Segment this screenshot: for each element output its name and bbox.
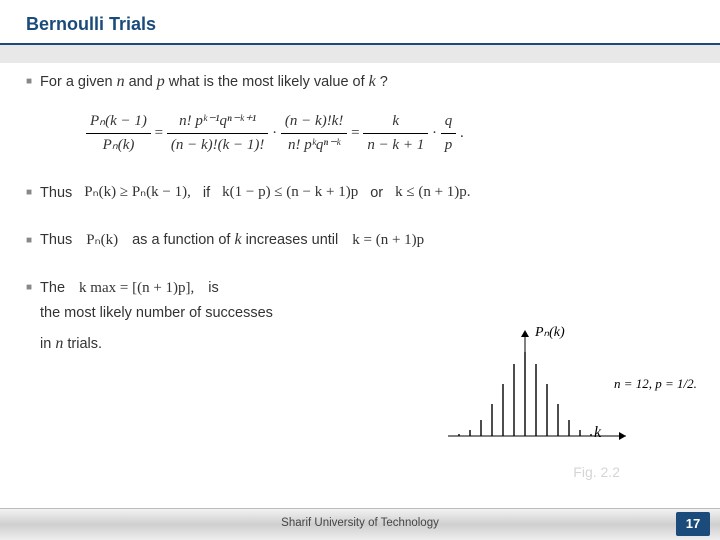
text: The (40, 278, 65, 298)
eq-num: k (363, 111, 428, 134)
subtitle-strip (0, 45, 720, 63)
var-n: n (117, 71, 125, 93)
figure-caption: Fig. 2.2 (573, 464, 620, 480)
var-k: k (369, 71, 376, 93)
slide-title: Bernoulli Trials (0, 0, 720, 45)
var-n: n (55, 335, 63, 352)
ratio-equation: Pₙ(k − 1)Pₙ(k) = n! pᵏ⁻¹qⁿ⁻ᵏ⁺¹(n − k)!(k… (86, 111, 694, 156)
text: Thus (40, 230, 72, 250)
eq-ineq2: k(1 − p) ≤ (n − k + 1)p (222, 182, 358, 203)
eq-den: n! pᵏqⁿ⁻ᵏ (281, 134, 347, 156)
pmf-chart: Pₙ(k) k n = 12, p = 1/2. (430, 328, 690, 458)
text-if: if (203, 183, 210, 203)
footer-text: Sharif University of Technology (281, 517, 439, 529)
slide-footer: Sharif University of Technology 17 (0, 508, 720, 540)
eq-keq: k = (n + 1)p (352, 230, 424, 251)
eq-num: n! pᵏ⁻¹qⁿ⁻ᵏ⁺¹ (167, 111, 269, 134)
eq-dot: · (272, 125, 281, 141)
chart-svg (430, 328, 690, 458)
page-number-badge: 17 (676, 512, 710, 536)
eq-sign: = (155, 125, 167, 141)
eq-dot: · (432, 125, 441, 141)
text: and (129, 72, 153, 92)
slide-content: ■ For a given n and p what is the most l… (0, 63, 720, 355)
text: what is the most likely value of (169, 72, 365, 92)
var-p: p (157, 71, 165, 93)
bullet-icon: ■ (26, 234, 32, 248)
bullet-3: ■ Thus Pₙ(k) as a function of k increase… (26, 229, 694, 251)
bullet-icon: ■ (26, 186, 32, 200)
var-k: k (234, 229, 241, 251)
chart-ylabel: Pₙ(k) (535, 324, 565, 341)
chart-params: n = 12, p = 1/2. (614, 376, 697, 392)
text: increases until (246, 230, 339, 250)
text: in (40, 336, 55, 352)
text: ? (380, 72, 388, 92)
bullet-icon: ■ (26, 281, 32, 295)
eq-den: Pₙ(k) (86, 134, 151, 156)
eq-ineq3: k ≤ (n + 1)p. (395, 182, 470, 203)
bullet-2: ■ Thus Pₙ(k) ≥ Pₙ(k − 1), if k(1 − p) ≤ … (26, 182, 694, 203)
eq-kmax: k max = [(n + 1)p], (79, 278, 194, 299)
bullet-1: ■ For a given n and p what is the most l… (26, 71, 694, 93)
eq-den: p (441, 134, 457, 156)
eq-ineq1: Pₙ(k) ≥ Pₙ(k − 1), (84, 182, 191, 203)
text: For a given (40, 72, 113, 92)
eq-den: n − k + 1 (363, 134, 428, 156)
text: Thus (40, 183, 72, 203)
text: the most likely number of successes (40, 303, 694, 323)
text: as a function of (132, 230, 230, 250)
chart-xlabel: k (594, 424, 601, 442)
eq-pnk: Pₙ(k) (86, 230, 118, 251)
bullet-icon: ■ (26, 75, 32, 89)
eq-num: Pₙ(k − 1) (86, 111, 151, 134)
eq-period: . (460, 125, 464, 141)
eq-num: (n − k)!k! (281, 111, 347, 134)
eq-num: q (441, 111, 457, 134)
text-or: or (370, 183, 383, 203)
eq-sign: = (351, 125, 363, 141)
text: trials. (67, 336, 102, 352)
text: is (208, 278, 218, 298)
eq-den: (n − k)!(k − 1)! (167, 134, 269, 156)
